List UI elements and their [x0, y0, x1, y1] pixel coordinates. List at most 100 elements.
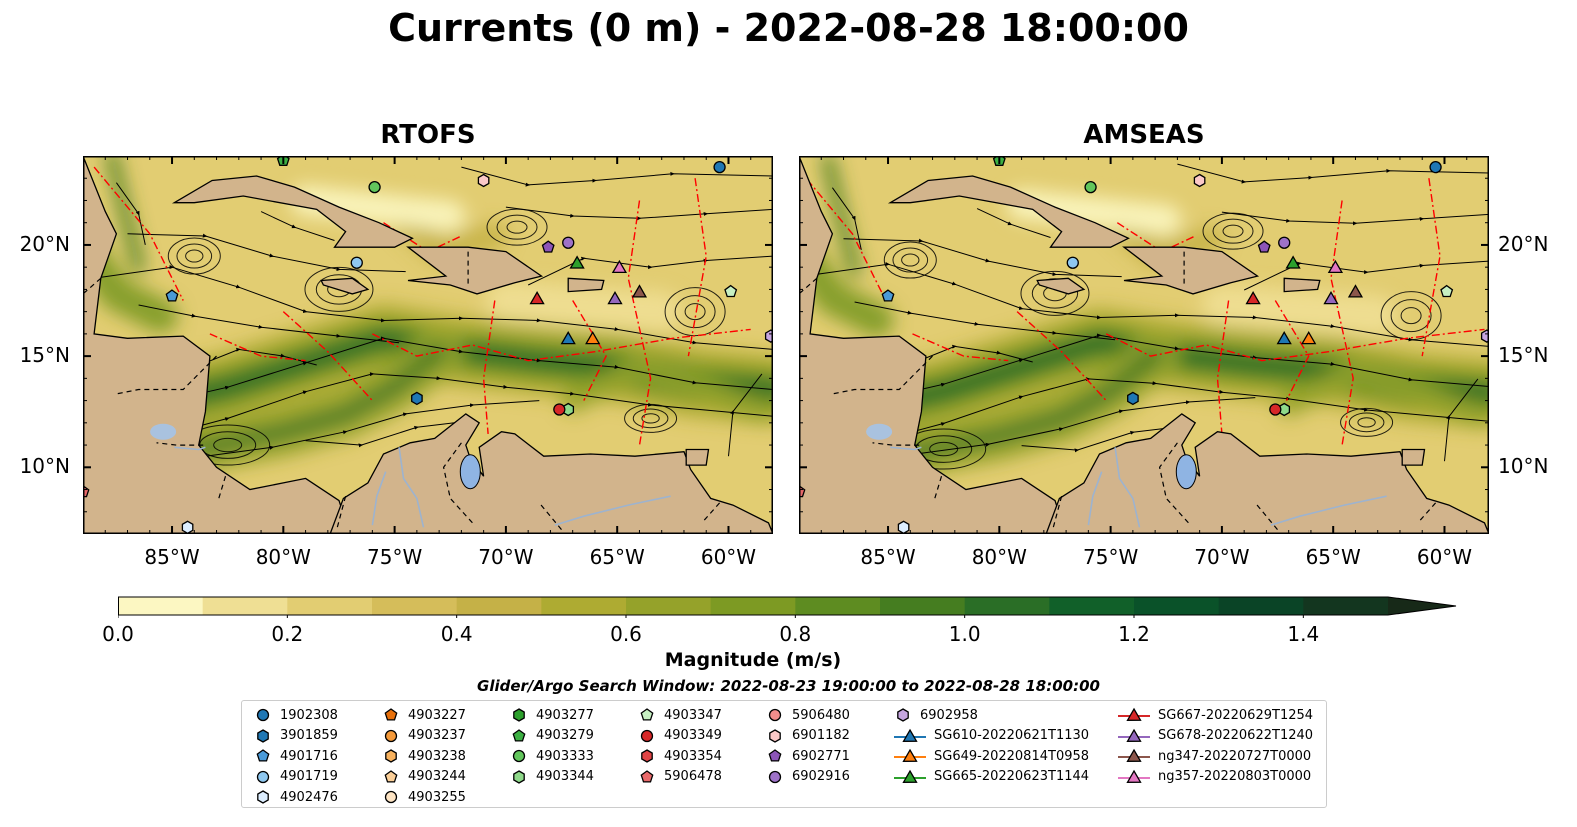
colorbar-tick-label: 1.4	[1287, 622, 1320, 646]
legend-marker	[768, 708, 782, 722]
colorbar-tick-label: 0.8	[779, 622, 812, 646]
legend-label: ng347-20220727T0000	[1158, 748, 1312, 764]
legend-label: 4903244	[408, 769, 466, 784]
colorbar-segment	[795, 597, 881, 615]
colorbar-segment	[456, 597, 542, 615]
colorbar-segment	[541, 597, 627, 615]
lon-tick-label: 60°W	[700, 545, 757, 569]
legend-marker	[512, 749, 526, 763]
float-marker	[1276, 330, 1292, 345]
legend-marker	[768, 749, 782, 762]
legend-marker	[513, 708, 525, 722]
legend-marker	[640, 769, 654, 783]
lat-tick-label-right: 20°N	[1498, 231, 1549, 256]
legend-symbol-icon	[512, 749, 526, 763]
map-content-amseas	[799, 156, 1489, 534]
float-marker	[631, 284, 648, 298]
colorbar-tick-label: 0.0	[102, 622, 134, 646]
legend-symbol-icon	[768, 749, 782, 762]
float-marker	[1429, 160, 1442, 174]
panel-title-rtofs: RTOFS	[380, 120, 476, 150]
lon-tick-label: 75°W	[1082, 545, 1139, 569]
legend-marker	[897, 708, 909, 722]
float-marker	[477, 173, 490, 188]
legend-label: 6902771	[792, 748, 850, 764]
legend-symbol-icon	[1118, 748, 1150, 762]
legend-symbol-icon	[256, 708, 270, 722]
colorbar-segment	[880, 597, 966, 615]
legend-marker	[384, 769, 398, 783]
float-marker	[368, 180, 381, 194]
legend-marker	[902, 769, 918, 783]
colorbar-segment	[710, 597, 796, 615]
colorbar-segment	[1134, 597, 1220, 615]
colorbar-segment	[202, 597, 288, 615]
legend-item: 4903347	[638, 705, 722, 725]
legend-label: SG678-20220622T1240	[1158, 728, 1314, 743]
legend-item: 6902958	[894, 705, 978, 725]
legend-symbol-icon	[641, 749, 653, 763]
legend-item: ng357-20220803T0000	[1118, 767, 1311, 787]
legend-marker	[256, 708, 270, 722]
legend-symbol-icon	[897, 708, 909, 722]
float-marker	[713, 160, 726, 174]
legend-label: SG649-20220814T0958	[934, 748, 1090, 764]
lat-tick-label-left: 10°N	[19, 454, 70, 479]
legend-symbol-icon	[894, 769, 926, 783]
legend-symbol-icon	[768, 770, 782, 783]
legend-marker	[513, 769, 525, 784]
float-marker	[1327, 259, 1344, 274]
float-marker	[585, 330, 601, 345]
legend-marker	[902, 728, 918, 742]
legend-item: 4903237	[382, 726, 466, 746]
legend-label: 4903344	[536, 769, 594, 784]
map-content-rtofs	[83, 156, 773, 534]
float-marker	[607, 290, 623, 305]
legend-marker	[1126, 748, 1142, 762]
lat-tick-label-right: 10°N	[1498, 454, 1549, 479]
legend-marker	[769, 728, 781, 743]
float-marker	[560, 330, 576, 345]
float-marker	[1269, 403, 1282, 416]
legend-marker	[640, 729, 654, 742]
colorbar-extend-arrow	[1388, 597, 1456, 615]
legend-symbol-icon	[512, 728, 526, 742]
float-marker	[1278, 236, 1291, 249]
colorbar-tick-label: 0.2	[271, 622, 304, 646]
float-marker	[897, 520, 910, 534]
lat-tick-label-right: 15°N	[1498, 343, 1549, 368]
float-marker	[165, 289, 179, 302]
colorbar-label: Magnitude (m/s)	[664, 649, 842, 671]
legend-marker	[385, 749, 397, 763]
legend-label: SG610-20220621T1130	[934, 728, 1090, 743]
legend-item: 6902771	[766, 746, 850, 766]
legend-item: 5906480	[766, 705, 850, 725]
float-marker	[529, 290, 545, 305]
colorbar-segment	[1049, 597, 1135, 615]
float-marker	[611, 259, 628, 274]
legend-marker	[641, 749, 653, 763]
legend-label: 4903255	[408, 789, 466, 805]
legend-label: SG665-20220623T1144	[934, 769, 1090, 784]
legend-symbol-icon	[769, 728, 781, 743]
legend-label: 6901182	[792, 728, 850, 743]
float-marker	[1245, 290, 1261, 305]
float-marker	[1440, 284, 1454, 298]
colorbar-tick-label: 1.0	[948, 622, 981, 646]
legend-label: 6902958	[920, 707, 978, 723]
legend-label: 4903237	[408, 728, 466, 743]
lon-tick-label: 70°W	[1194, 545, 1250, 569]
search-window-caption: Glider/Argo Search Window: 2022-08-23 19…	[477, 677, 1100, 695]
colorbar-segment	[1303, 597, 1389, 615]
legend-item: 4902476	[254, 787, 338, 807]
legend-symbol-icon	[384, 708, 398, 721]
legend-symbol-icon	[385, 749, 397, 763]
colorbar-segment	[372, 597, 458, 615]
float-marker	[541, 240, 555, 253]
legend-symbol-icon	[384, 769, 398, 783]
float-marker	[1285, 255, 1301, 269]
lon-tick-label: 80°W	[255, 545, 311, 569]
colorbar-segment	[964, 597, 1050, 615]
float-marker	[350, 256, 363, 269]
legend-marker	[256, 770, 270, 783]
